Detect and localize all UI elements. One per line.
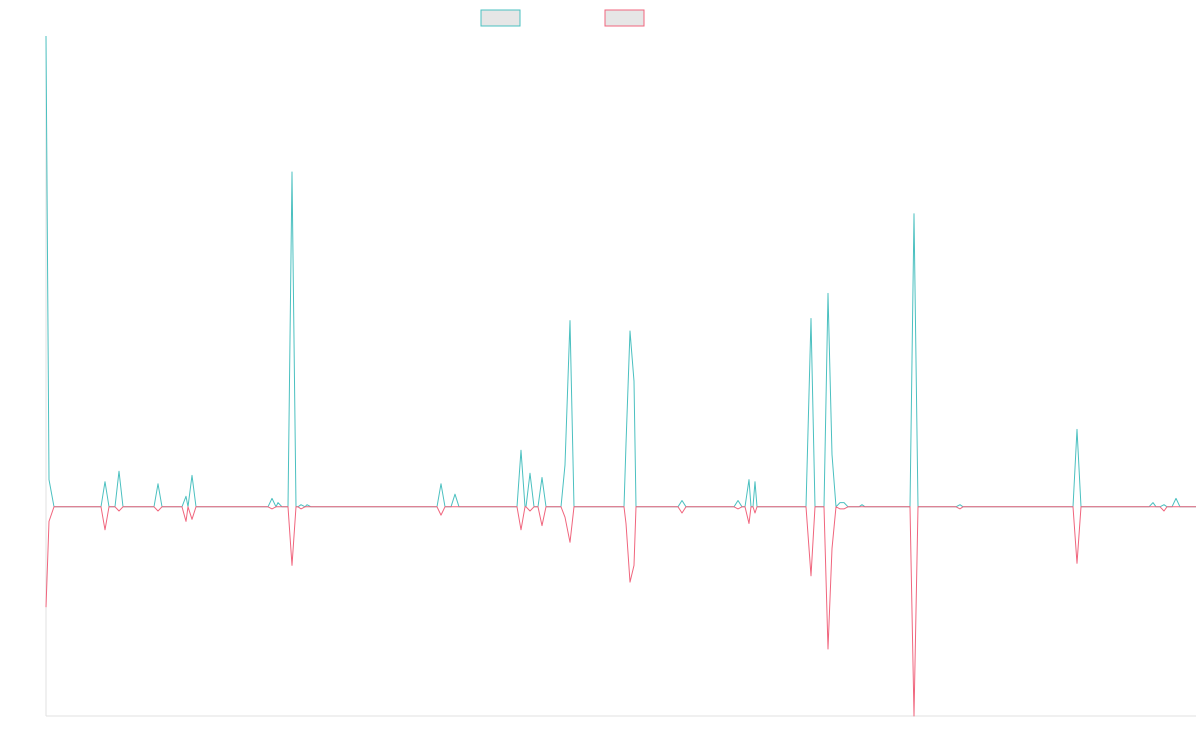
legend-swatch-series-1[interactable] — [480, 9, 521, 27]
series-line-1 — [45, 35, 1196, 508]
axes — [45, 36, 1196, 717]
series-layer — [45, 35, 1196, 717]
legend-swatch-series-2[interactable] — [604, 9, 645, 27]
series-line-2 — [45, 506, 1196, 717]
legend — [480, 9, 645, 27]
